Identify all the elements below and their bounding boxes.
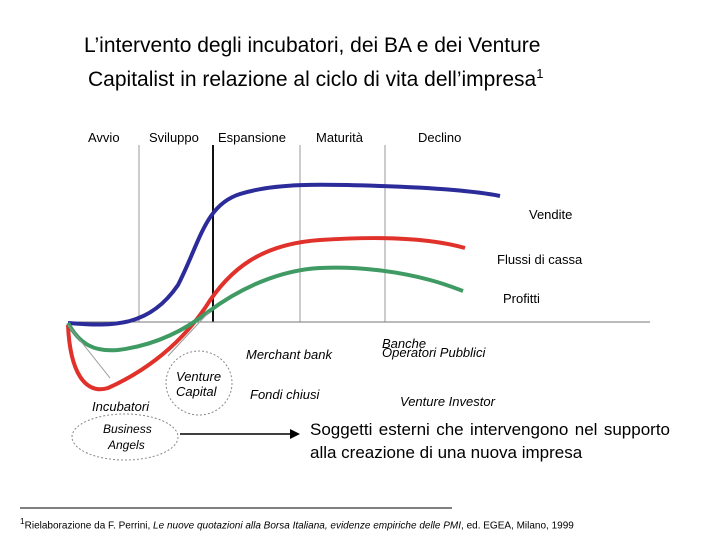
venture-capital-ellipse (165, 350, 233, 416)
phase-espansione: Espansione (218, 130, 286, 145)
operatori-pubblici-label: Operatori Pubblici (382, 345, 486, 360)
vendite-label: Vendite (529, 207, 573, 222)
footnote: 1Rielaborazione da F. Perrini, Le nuove … (20, 516, 574, 531)
phase-avvio: Avvio (88, 130, 120, 145)
title-line-2: Capitalist in relazione al ciclo di vita… (60, 60, 700, 94)
banche-label: Banche (382, 336, 427, 351)
venture-capital-label-2: Capital (176, 384, 217, 399)
footnote-marker: 1 (536, 66, 544, 81)
business-angels-ellipse (71, 413, 179, 461)
venture-investor-label: Venture Investor (400, 394, 495, 409)
title-line-2-text: Capitalist in relazione al ciclo di vita… (88, 68, 537, 91)
flussi-curve (66, 236, 466, 392)
incubatori-connector (67, 324, 111, 379)
phase-sviluppo: Sviluppo (149, 130, 199, 145)
venture-capital-label-1: Venture (176, 369, 222, 384)
arrow-head (290, 429, 300, 439)
title-line-1: L’intervento degli incubatori, dei BA e … (84, 34, 541, 57)
slide-title: L’intervento degli incubatori, dei BA e … (60, 32, 700, 94)
incubatori-label: Incubatori (92, 399, 150, 414)
flussi-label: Flussi di cassa (497, 252, 583, 267)
profitti-label: Profitti (503, 291, 540, 306)
footnote-number: 1 (20, 516, 25, 526)
fondi-chiusi-label: Fondi chiusi (250, 387, 320, 402)
footnote-prefix: Rielaborazione da F. Perrini, (24, 520, 154, 532)
merchant-bank-label: Merchant bank (246, 347, 332, 362)
business-angels-label-2: Angels (108, 438, 145, 452)
profitti-curve (66, 265, 464, 353)
phase-maturita: Maturità (316, 130, 363, 145)
vendite-curve (67, 182, 501, 327)
business-angels-label-1: Business (103, 422, 152, 436)
venture-capital-connector (167, 311, 210, 357)
footnote-book-title: Le nuove quotazioni alla Borsa Italiana,… (153, 520, 462, 532)
phase-declino: Declino (418, 130, 462, 145)
soggetti-esterni-text: Soggetti esterni che intervengono nel su… (310, 420, 670, 462)
footnote-suffix: , ed. EGEA, Milano, 1999 (461, 520, 574, 532)
